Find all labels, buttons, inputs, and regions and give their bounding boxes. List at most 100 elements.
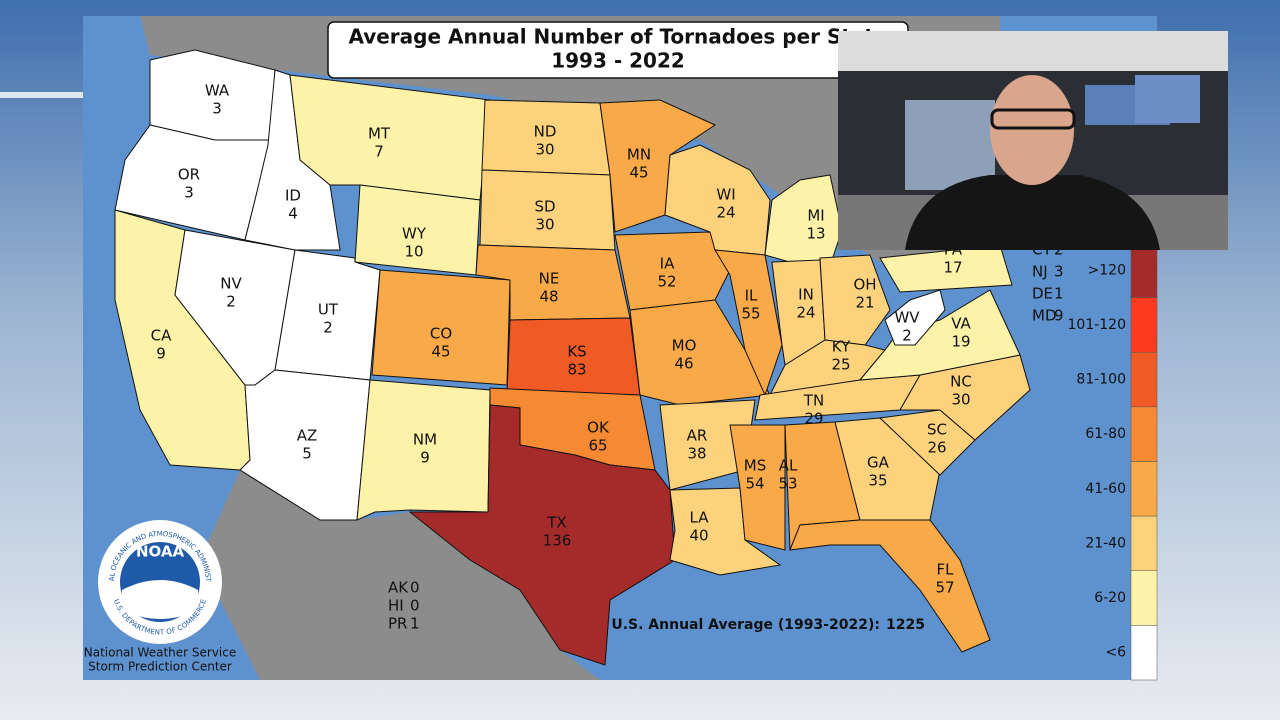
legend-swatch xyxy=(1130,625,1158,681)
state-abbr: CO xyxy=(430,325,452,343)
webcam-person-glasses xyxy=(990,108,1076,130)
state-value: 38 xyxy=(687,445,706,463)
webcam-screen xyxy=(905,100,995,190)
territory-value: 0 xyxy=(410,579,420,597)
legend-swatch xyxy=(1130,515,1158,571)
state-value: 17 xyxy=(943,259,962,277)
state-value: 30 xyxy=(535,141,554,159)
territory-abbr: PR xyxy=(388,615,407,633)
state xyxy=(819,254,891,346)
state-abbr: CA xyxy=(151,327,172,345)
legend-swatch xyxy=(1130,242,1158,298)
state-abbr: ID xyxy=(285,187,301,205)
small-state-value: 3 xyxy=(1054,263,1064,281)
small-state-abbr: NJ xyxy=(1032,263,1048,281)
state-abbr: IN xyxy=(798,286,814,304)
state xyxy=(789,519,991,653)
state xyxy=(884,289,946,346)
legend-label: 41-60 xyxy=(1085,481,1126,497)
legend-label: 81-100 xyxy=(1076,372,1126,388)
webcam-ceiling xyxy=(838,31,1228,71)
state-value: 10 xyxy=(404,243,423,261)
state-abbr: SD xyxy=(534,198,555,216)
state-value: 21 xyxy=(855,294,874,312)
state-abbr: MT xyxy=(368,125,391,143)
state-abbr: AR xyxy=(687,427,708,445)
state-abbr: TX xyxy=(546,514,566,532)
state-abbr: LA xyxy=(690,509,710,527)
state-value: 30 xyxy=(951,391,970,409)
state-value: 52 xyxy=(657,273,676,291)
state-value: 83 xyxy=(567,361,586,379)
state-abbr: OR xyxy=(178,166,200,184)
state-abbr: AL xyxy=(779,457,798,475)
state-value: 26 xyxy=(927,439,946,457)
state-abbr: SC xyxy=(927,421,947,439)
state-value: 7 xyxy=(374,143,384,161)
state-abbr: WV xyxy=(894,309,920,327)
legend-label: >120 xyxy=(1088,262,1126,278)
state-abbr: GA xyxy=(867,454,890,472)
state-abbr: WY xyxy=(402,225,427,243)
state-value: 24 xyxy=(796,304,815,322)
state-abbr: IL xyxy=(745,287,758,305)
legend-swatch xyxy=(1130,297,1158,353)
legend-swatch xyxy=(1130,570,1158,626)
state-value: 29 xyxy=(804,410,823,428)
state-abbr: AZ xyxy=(297,427,318,445)
state-abbr: ND xyxy=(534,123,557,141)
state-value: 2 xyxy=(902,327,912,345)
state-abbr: MS xyxy=(744,457,766,475)
state-value: 46 xyxy=(674,355,693,373)
state-value: 30 xyxy=(535,216,554,234)
state-value: 53 xyxy=(778,475,797,493)
state-value: 19 xyxy=(951,333,970,351)
us-average: 1225 xyxy=(886,617,925,633)
state-value: 45 xyxy=(629,164,648,182)
state-abbr: WI xyxy=(716,186,735,204)
state-value: 45 xyxy=(431,343,450,361)
legend-label: 21-40 xyxy=(1085,535,1126,551)
title: Average Annual Number of Tornadoes per S… xyxy=(348,25,887,49)
state-abbr: TN xyxy=(803,392,824,410)
legend-label: <6 xyxy=(1105,645,1126,661)
decor xyxy=(0,92,83,98)
webcam xyxy=(838,31,1228,250)
webcam-person-body xyxy=(905,175,1160,250)
legend-swatch xyxy=(1130,406,1158,462)
state-value: 48 xyxy=(539,288,558,306)
state-value: 3 xyxy=(212,100,222,118)
small-state-value: 9 xyxy=(1054,307,1064,325)
state-value: 57 xyxy=(935,579,954,597)
state-value: 65 xyxy=(588,437,607,455)
legend-swatch xyxy=(1130,352,1158,408)
state-value: 35 xyxy=(868,472,887,490)
state-value: 2 xyxy=(226,293,236,311)
legend-label: 6-20 xyxy=(1094,590,1126,606)
legend-label: 101-120 xyxy=(1068,317,1127,333)
small-state-abbr: MD xyxy=(1032,307,1057,325)
small-state-value: 1 xyxy=(1054,285,1064,303)
state-value: 9 xyxy=(156,345,166,363)
state-abbr: NC xyxy=(950,373,972,391)
webcam-screen xyxy=(1135,75,1200,123)
logo-name: NOAA xyxy=(136,543,185,561)
state-abbr: KY xyxy=(832,338,851,356)
state-value: 136 xyxy=(543,532,572,550)
small-state-abbr: DE xyxy=(1032,285,1053,303)
territory-value: 1 xyxy=(410,615,420,633)
state-abbr: OH xyxy=(853,276,876,294)
state-value: 5 xyxy=(302,445,312,463)
state-abbr: FL xyxy=(937,561,955,579)
webcam-person-head xyxy=(990,75,1074,185)
mexico xyxy=(200,470,600,680)
state-abbr: KS xyxy=(567,343,586,361)
state-value: 9 xyxy=(420,449,430,467)
state xyxy=(408,404,676,666)
state-abbr: MN xyxy=(627,146,651,164)
us-average-label: U.S. Annual Average (1993-2022): xyxy=(611,617,880,633)
state-abbr: MO xyxy=(672,337,697,355)
